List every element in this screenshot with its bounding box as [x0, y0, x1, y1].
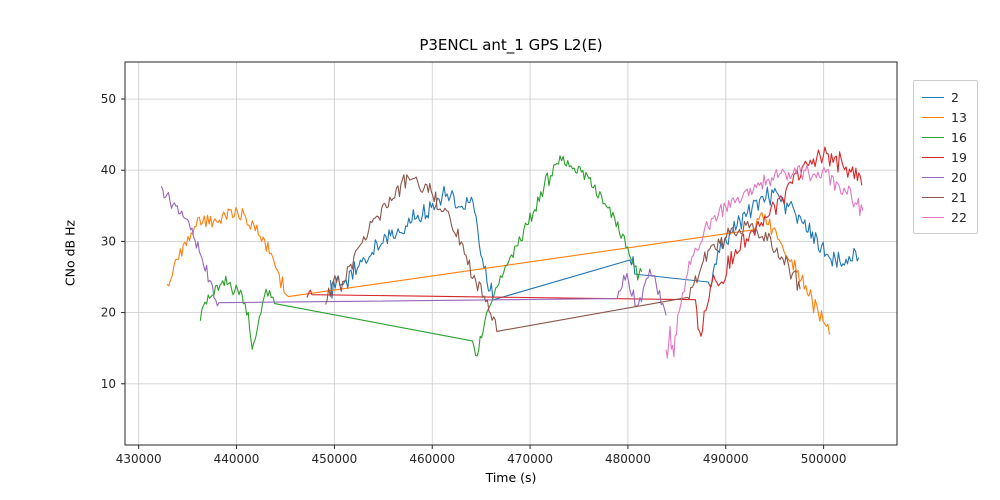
legend-label: 16: [951, 129, 967, 145]
legend-label: 22: [951, 209, 967, 225]
legend-label: 2: [951, 89, 959, 105]
legend-swatch-2: [922, 96, 944, 98]
axes-frame: [124, 61, 898, 446]
legend-item-22: 22: [922, 207, 967, 227]
x-tick-label: 480000: [605, 452, 651, 466]
legend-item-20: 20: [922, 167, 967, 187]
legend-item-13: 13: [922, 107, 967, 127]
y-tick-label: 20: [101, 306, 116, 320]
y-tick-label: 40: [101, 163, 116, 177]
y-tick-label: 50: [101, 92, 116, 106]
legend-swatch-20: [922, 176, 944, 178]
legend-item-19: 19: [922, 147, 967, 167]
x-tick-label: 450000: [311, 452, 357, 466]
legend-swatch-19: [922, 156, 944, 158]
x-axis-label: Time (s): [485, 470, 537, 485]
x-tick-label: 500000: [801, 452, 847, 466]
y-axis-label: CNo dB Hz: [62, 219, 78, 287]
legend-label: 20: [951, 169, 967, 185]
chart-title: P3ENCL ant_1 GPS L2(E): [419, 36, 603, 54]
series-line-19: [306, 146, 863, 337]
x-tick-label: 460000: [409, 452, 455, 466]
legend-swatch-22: [922, 216, 944, 218]
series-line-13: [166, 207, 831, 335]
series-line-21: [325, 174, 801, 332]
legend-label: 19: [951, 149, 967, 165]
x-tick-label: 440000: [214, 452, 260, 466]
legend-swatch-16: [922, 136, 944, 138]
x-tick-label: 470000: [507, 452, 553, 466]
series-line-2: [329, 185, 860, 301]
legend-item-21: 21: [922, 187, 967, 207]
y-tick-label: 10: [101, 377, 116, 391]
legend-label: 13: [951, 109, 967, 125]
legend-label: 21: [951, 189, 967, 205]
y-tick-label: 30: [101, 234, 116, 248]
legend-item-2: 2: [922, 87, 967, 107]
x-tick-label: 490000: [703, 452, 749, 466]
legend: 2 13 16 19 20 21 22: [913, 80, 978, 234]
series-line-16: [199, 155, 643, 357]
series-line-20: [160, 185, 667, 316]
x-tick-label: 430000: [116, 452, 162, 466]
legend-item-16: 16: [922, 127, 967, 147]
series-line-22: [665, 164, 864, 359]
legend-swatch-21: [922, 196, 944, 198]
plot-background: [125, 62, 897, 445]
legend-swatch-13: [922, 116, 944, 118]
